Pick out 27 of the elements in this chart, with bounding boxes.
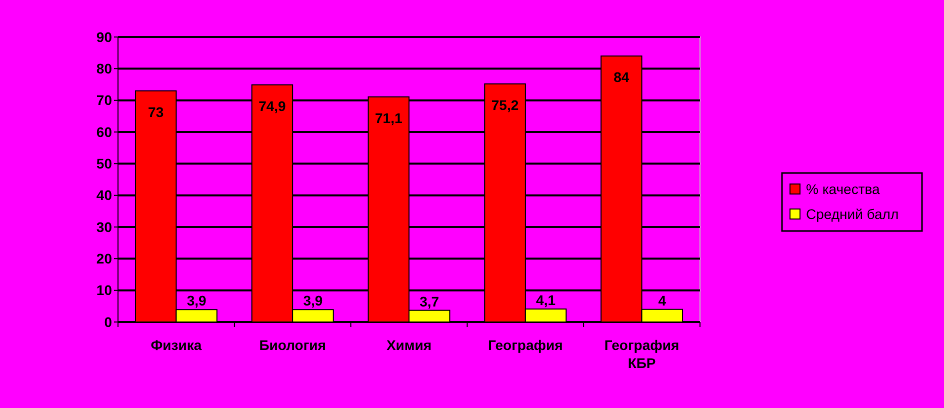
data-label: 3,7 (420, 293, 440, 310)
x-tick-label: География (488, 337, 563, 353)
x-tick-label: География КБР (604, 337, 680, 371)
y-tick-label: 10 (96, 282, 112, 298)
data-label: 84 (614, 69, 630, 85)
x-tick-label: Химия (386, 337, 432, 353)
x-tick-label: Биология (259, 337, 326, 353)
y-tick-label: 80 (96, 60, 112, 77)
data-label: 73 (148, 104, 164, 120)
y-tick-label: 20 (96, 250, 112, 267)
data-label: 4,1 (536, 292, 556, 308)
x-tick-label: Физика (150, 337, 202, 353)
data-label: 3,9 (186, 292, 207, 309)
y-tick-label: 30 (96, 218, 112, 235)
y-tick-label: 50 (96, 156, 112, 172)
y-tick-label: 0 (104, 314, 112, 330)
legend-label: % качества (806, 180, 880, 197)
y-tick-label: 90 (96, 28, 112, 45)
y-tick-label: 40 (96, 187, 112, 204)
data-label: 75,2 (491, 96, 519, 113)
data-label: 74,9 (258, 98, 286, 114)
y-tick-label: 70 (96, 92, 112, 108)
data-label: 71,1 (375, 110, 402, 126)
data-label: 3,9 (303, 292, 323, 309)
y-tick-label: 60 (96, 124, 112, 140)
legend-label: Средний балл (806, 206, 899, 222)
data-label: 4 (658, 292, 666, 308)
